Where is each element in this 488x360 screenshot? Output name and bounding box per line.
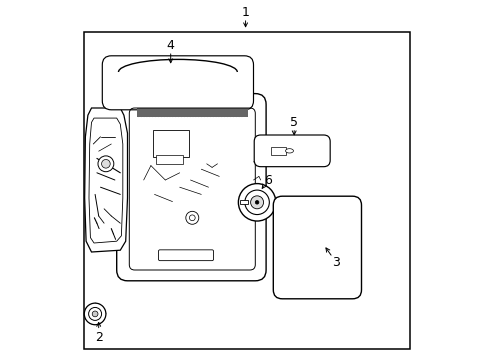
Circle shape [92,311,98,317]
Circle shape [189,215,195,221]
Bar [84,32,409,349]
Text: 6: 6 [264,174,271,186]
FancyBboxPatch shape [158,250,213,261]
Circle shape [88,307,102,320]
Polygon shape [84,108,127,252]
FancyBboxPatch shape [117,94,265,281]
Bar [240,200,247,204]
Circle shape [102,159,110,168]
Circle shape [84,303,106,325]
Circle shape [238,184,275,221]
Ellipse shape [285,149,293,153]
Bar [271,147,285,155]
Circle shape [185,211,199,224]
Circle shape [250,196,263,209]
FancyBboxPatch shape [254,135,329,167]
FancyBboxPatch shape [102,56,253,110]
Circle shape [98,156,114,172]
Text: 3: 3 [332,256,340,269]
Circle shape [244,190,269,215]
Bar [156,155,183,164]
FancyBboxPatch shape [273,196,361,299]
Bar [152,130,188,157]
Text: 5: 5 [289,116,298,129]
Text: 1: 1 [241,6,249,19]
Text: 4: 4 [166,39,174,51]
Circle shape [255,201,258,204]
Text: 2: 2 [95,331,102,344]
Bar [136,108,247,117]
